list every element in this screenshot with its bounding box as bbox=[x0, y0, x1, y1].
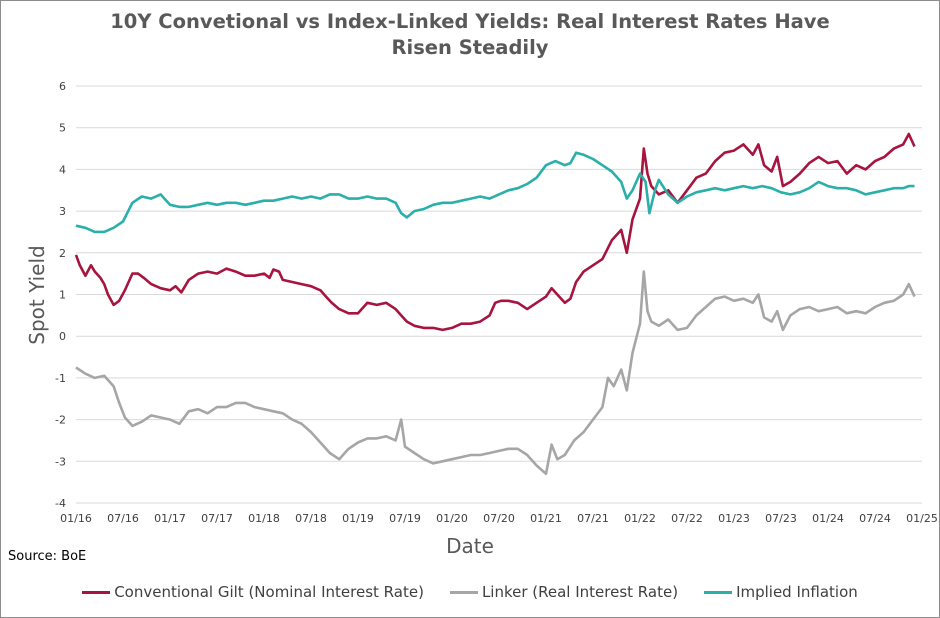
y-tick-label: 5 bbox=[59, 122, 66, 135]
x-tick-label: 01/20 bbox=[436, 512, 468, 525]
x-tick-label: 07/24 bbox=[859, 512, 891, 525]
y-tick-label: 2 bbox=[59, 247, 66, 260]
x-tick-label: 01/16 bbox=[60, 512, 92, 525]
legend-swatch-implied-inflation bbox=[704, 590, 733, 594]
legend-item-linker: Linker (Real Interest Rate) bbox=[449, 583, 679, 601]
legend-swatch-linker bbox=[449, 590, 478, 594]
x-axis-ticks: 01/16 07/16 01/17 07/17 01/18 07/18 01/19 07/19… bbox=[60, 512, 938, 525]
y-tick-label: -3 bbox=[55, 455, 66, 468]
x-tick-label: 07/18 bbox=[295, 512, 327, 525]
series-line-implied-inflation bbox=[75, 151, 915, 234]
source-note: Source: BoE bbox=[8, 549, 87, 564]
series-lines bbox=[74, 132, 916, 476]
x-tick-label: 01/18 bbox=[248, 512, 280, 525]
x-axis-label: Date bbox=[446, 534, 494, 558]
x-tick-label: 07/21 bbox=[577, 512, 609, 525]
series-line-linker-real-interest-rate bbox=[75, 270, 916, 476]
x-tick-label: 01/24 bbox=[812, 512, 844, 525]
y-tick-label: 0 bbox=[59, 330, 66, 343]
y-tick-label: 3 bbox=[59, 205, 66, 218]
legend-item-implied-inflation: Implied Inflation bbox=[704, 583, 858, 601]
chart-title-line-1: 10Y Convetional vs Index-Linked Yields: … bbox=[110, 10, 830, 33]
legend-label-linker: Linker (Real Interest Rate) bbox=[481, 583, 679, 601]
x-tick-label: 07/23 bbox=[765, 512, 797, 525]
x-tick-label: 07/20 bbox=[483, 512, 515, 525]
x-tick-label: 01/25 bbox=[906, 512, 938, 525]
y-tick-label: -1 bbox=[55, 372, 66, 385]
x-tick-label: 07/17 bbox=[201, 512, 233, 525]
y-tick-label: 6 bbox=[59, 80, 66, 93]
y-axis-ticks: 6 5 4 3 2 1 0 -1 -2 -3 -4 bbox=[55, 80, 66, 510]
x-tick-label: 07/16 bbox=[107, 512, 139, 525]
chart-title-line-2: Risen Steadily bbox=[391, 36, 549, 59]
y-axis-label: Spot Yield bbox=[25, 245, 49, 344]
legend-label-conventional-gilt: Conventional Gilt (Nominal Interest Rate… bbox=[114, 583, 424, 601]
legend-item-conventional-gilt: Conventional Gilt (Nominal Interest Rate… bbox=[82, 583, 424, 601]
series-line-conventional-gilt-nominal-interest-rate bbox=[74, 132, 916, 332]
y-tick-label: -2 bbox=[55, 414, 66, 427]
y-tick-label: -4 bbox=[55, 497, 66, 510]
y-tick-label: 1 bbox=[59, 289, 66, 302]
gridlines bbox=[76, 85, 922, 504]
x-tick-label: 01/21 bbox=[530, 512, 562, 525]
x-tick-label: 01/19 bbox=[342, 512, 374, 525]
legend-label-implied-inflation: Implied Inflation bbox=[736, 583, 858, 601]
legend-swatch-conventional-gilt bbox=[82, 590, 111, 594]
x-tick-label: 07/22 bbox=[671, 512, 703, 525]
x-tick-label: 07/19 bbox=[389, 512, 421, 525]
x-tick-label: 01/17 bbox=[154, 512, 186, 525]
x-tick-label: 01/23 bbox=[718, 512, 750, 525]
legend: Conventional Gilt (Nominal Interest Rate… bbox=[0, 583, 940, 601]
y-tick-label: 4 bbox=[59, 163, 66, 176]
x-tick-label: 01/22 bbox=[624, 512, 656, 525]
